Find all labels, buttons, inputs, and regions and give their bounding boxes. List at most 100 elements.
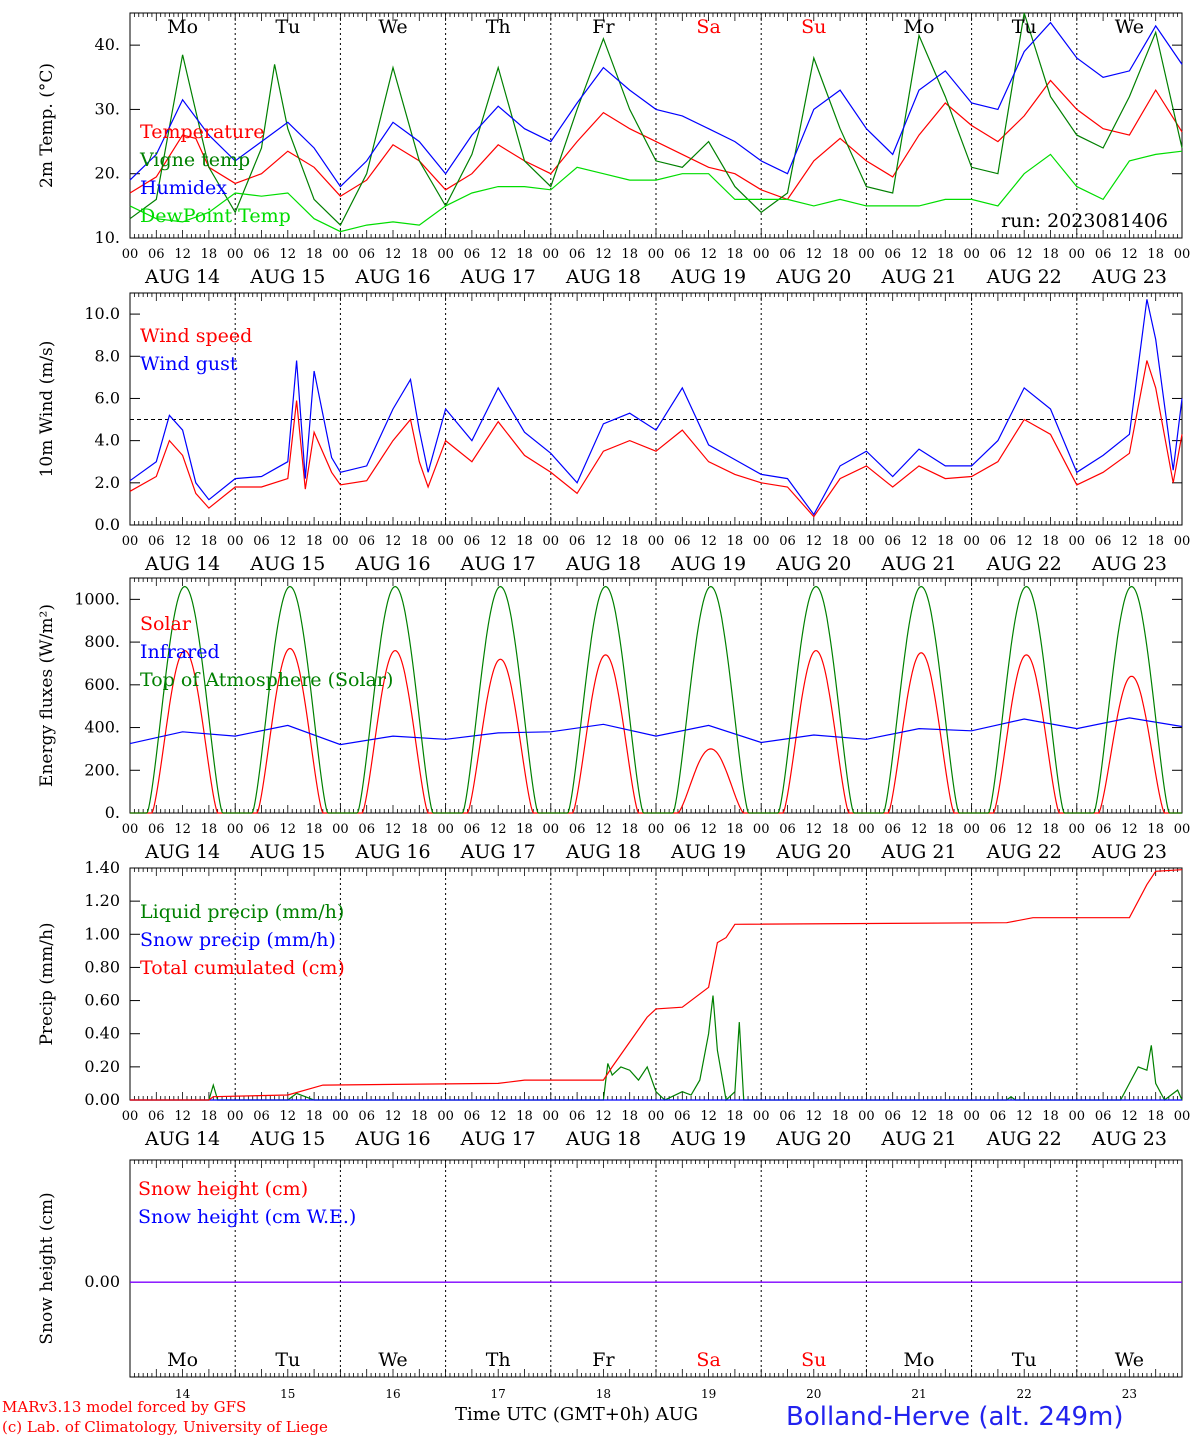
hour-label: 00 (963, 1109, 980, 1124)
hour-label: 00 (227, 1109, 244, 1124)
hour-label: 06 (358, 822, 375, 837)
hour-label: 00 (543, 1109, 560, 1124)
hour-label: 18 (201, 822, 218, 837)
hour-label: 00 (963, 534, 980, 549)
date-label: AUG 21 (880, 841, 956, 863)
date-label: AUG 16 (354, 553, 430, 575)
hour-label: 18 (832, 1109, 849, 1124)
hour-label: 00 (1174, 822, 1191, 837)
hour-label: 00 (1069, 534, 1086, 549)
date-label: AUG 18 (565, 266, 641, 288)
hour-label: 00 (437, 247, 454, 262)
hour-label: 12 (490, 1109, 507, 1124)
hour-label: 18 (727, 1109, 744, 1124)
weekday-label: Mo (904, 16, 935, 38)
series-line-wind-speed (129, 360, 1183, 518)
hour-label: 06 (884, 822, 901, 837)
hour-label: 12 (806, 247, 823, 262)
hour-label: 18 (937, 247, 954, 262)
hour-label: 06 (148, 534, 165, 549)
date-label: AUG 16 (354, 1128, 430, 1150)
hour-label: 18 (832, 247, 849, 262)
weekday-label: Fr (592, 1349, 615, 1371)
weekday-label: Tu (1012, 1349, 1037, 1371)
hour-label: 06 (569, 247, 586, 262)
hour-label: 06 (674, 1109, 691, 1124)
hour-label: 18 (516, 1109, 533, 1124)
date-label: AUG 21 (880, 1128, 956, 1150)
hour-label: 12 (1121, 822, 1138, 837)
hour-label: 18 (201, 1109, 218, 1124)
y-tick-label: 1.00 (84, 924, 120, 943)
date-label: AUG 19 (670, 266, 746, 288)
weekday-label: We (378, 16, 407, 38)
weekday-label: Fr (592, 16, 615, 38)
weekday-label: Mo (167, 1349, 198, 1371)
hour-label: 12 (1016, 534, 1033, 549)
hour-label: 12 (280, 1109, 297, 1124)
hour-label: 12 (1121, 247, 1138, 262)
hour-label: 00 (753, 247, 770, 262)
date-label: AUG 19 (670, 841, 746, 863)
station-title: Bolland-Herve (alt. 249m) (786, 1402, 1124, 1432)
hour-label: 18 (1042, 1109, 1059, 1124)
date-label: AUG 17 (460, 553, 536, 575)
date-label: AUG 20 (775, 841, 851, 863)
hour-label: 06 (779, 822, 796, 837)
hour-label: 00 (648, 1109, 665, 1124)
hour-label: 06 (884, 1109, 901, 1124)
weekday-label: Tu (275, 16, 300, 38)
hour-label: 12 (280, 247, 297, 262)
series-line-wind-gust (129, 299, 1183, 516)
date-label: AUG 23 (1091, 266, 1167, 288)
date-label: AUG 14 (144, 1128, 220, 1150)
hour-label: 18 (411, 247, 428, 262)
series-line-total-cumulated-cm- (130, 869, 1183, 1101)
hour-label: 18 (621, 247, 638, 262)
hour-label: 18 (937, 1109, 954, 1124)
hour-label: 12 (595, 534, 612, 549)
weekday-label: Sa (696, 16, 720, 38)
legend-infrared: Infrared (140, 641, 220, 663)
date-label: AUG 23 (1091, 1128, 1167, 1150)
hour-label: 18 (1147, 1109, 1164, 1124)
day-number: 16 (385, 1387, 400, 1400)
y-axis-label: 10m Wind (m/s) (37, 341, 57, 478)
weekday-label: We (378, 1349, 407, 1371)
hour-label: 06 (148, 822, 165, 837)
hour-label: 18 (1147, 534, 1164, 549)
date-label: AUG 14 (144, 841, 220, 863)
hour-label: 12 (700, 534, 717, 549)
date-label: AUG 19 (670, 553, 746, 575)
hour-label: 18 (516, 247, 533, 262)
hour-label: 00 (1069, 1109, 1086, 1124)
hour-label: 00 (437, 1109, 454, 1124)
hour-label: 00 (1174, 1109, 1191, 1124)
hour-label: 12 (174, 822, 191, 837)
y-tick-label: 1.20 (84, 891, 120, 910)
hour-label: 18 (937, 822, 954, 837)
legend-liquid-precip-mm-h-: Liquid precip (mm/h) (140, 901, 344, 923)
y-tick-label: 1000. (74, 589, 120, 608)
hour-label: 00 (858, 822, 875, 837)
day-number: 20 (806, 1387, 821, 1400)
series-line-top-of-atmosphere-solar- (130, 585, 1182, 814)
day-number: 14 (175, 1387, 191, 1400)
hour-label: 06 (779, 1109, 796, 1124)
hour-label: 06 (464, 822, 481, 837)
y-axis-label: Precip (mm/h) (37, 922, 57, 1045)
hour-label: 12 (385, 534, 402, 549)
hour-label: 18 (727, 534, 744, 549)
legend-top-of-atmosphere-solar-: Top of Atmosphere (Solar) (140, 669, 393, 691)
hour-label: 12 (911, 247, 928, 262)
hour-label: 18 (306, 247, 323, 262)
hour-label: 00 (437, 822, 454, 837)
y-tick-label: 0.60 (84, 991, 120, 1010)
hour-label: 18 (621, 822, 638, 837)
hour-label: 00 (753, 1109, 770, 1124)
hour-label: 06 (464, 1109, 481, 1124)
y-tick-label: 4.0 (95, 431, 120, 450)
hour-label: 00 (437, 534, 454, 549)
weather-chart: 10. 20. 30. 40. 2m Temp. (°C) Temperature Vign… (37, 12, 1191, 1400)
hour-label: 00 (543, 534, 560, 549)
